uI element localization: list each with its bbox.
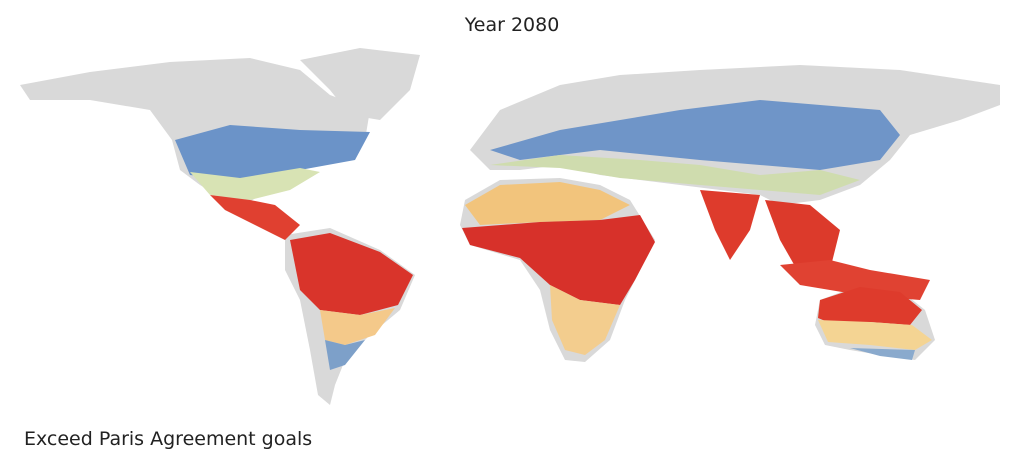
warm-zone bbox=[550, 285, 620, 355]
mild-zone bbox=[190, 168, 320, 200]
mild-zone bbox=[490, 155, 860, 195]
warm-zone bbox=[465, 182, 630, 225]
hot-zone bbox=[290, 233, 413, 315]
hot-zone bbox=[700, 190, 760, 260]
warm-zone bbox=[320, 308, 395, 345]
cool-zone bbox=[325, 340, 365, 370]
climate-overlay bbox=[175, 100, 932, 370]
map-title: Year 2080 bbox=[464, 14, 560, 36]
hot-zone bbox=[765, 200, 840, 275]
hot-zone bbox=[818, 287, 922, 325]
cool-zone bbox=[490, 100, 900, 170]
cool-zone bbox=[175, 125, 370, 180]
cool-zone bbox=[850, 348, 915, 360]
hot-zone bbox=[462, 215, 655, 305]
hot-zone bbox=[210, 195, 300, 240]
warm-zone bbox=[818, 320, 932, 350]
hot-zone bbox=[780, 260, 930, 300]
map-caption: Exceed Paris Agreement goals bbox=[24, 428, 313, 450]
